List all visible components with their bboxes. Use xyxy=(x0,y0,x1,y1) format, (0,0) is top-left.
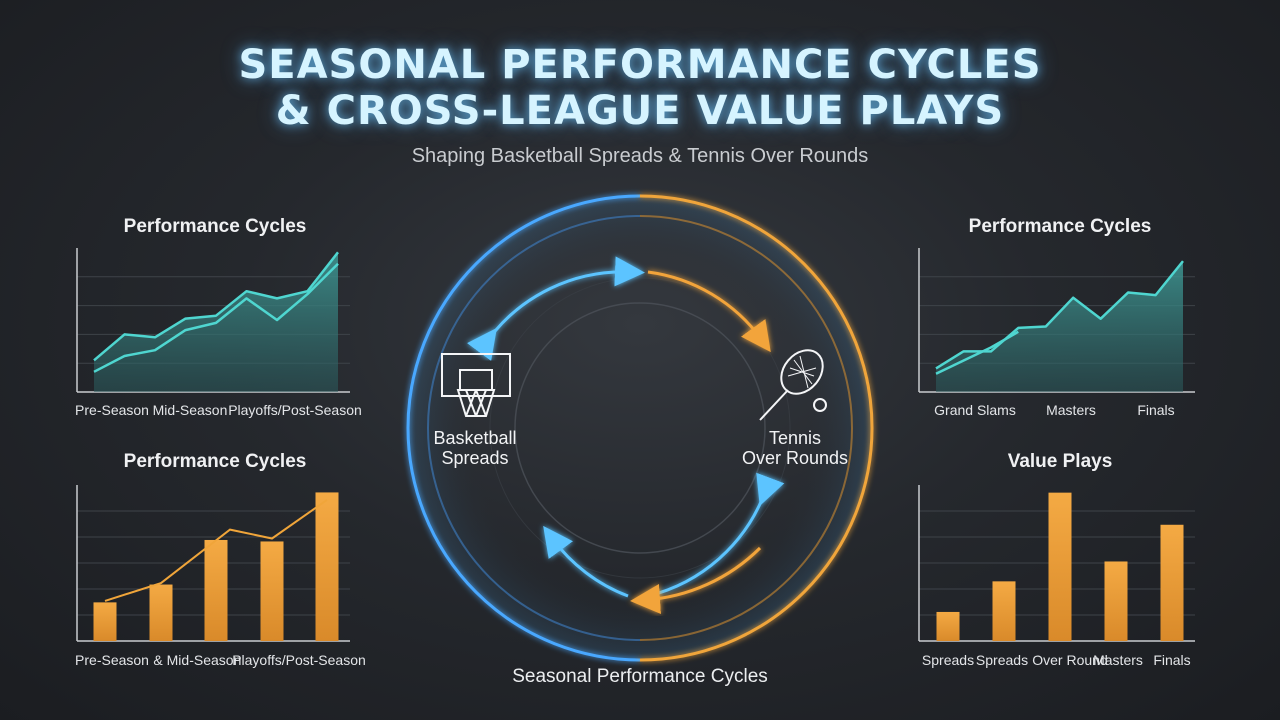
cycle-arrow-bottom-right xyxy=(647,472,785,598)
cycle-diagram xyxy=(406,194,874,662)
x-tick-label: Spreads xyxy=(921,652,975,668)
basketball-label-line2: Spreads xyxy=(441,448,509,468)
bar xyxy=(260,541,284,641)
x-tick-label: Finals xyxy=(1153,652,1191,668)
x-tick-label: Finals xyxy=(1137,402,1175,418)
chart-title-top-left: Performance Cycles xyxy=(123,216,307,237)
tennis-label-line2: Over Rounds xyxy=(741,448,849,468)
middle-ring-right xyxy=(639,215,853,641)
trend-line xyxy=(104,499,328,602)
bar xyxy=(315,492,339,641)
x-tick-label: Grand Slams xyxy=(934,402,1016,418)
x-tick-label: Spreads xyxy=(975,652,1029,668)
x-tick-label: Mid-Season xyxy=(152,402,228,418)
basketball-hoop-icon xyxy=(441,353,511,417)
cycle-arrow-top-right xyxy=(647,270,771,353)
basketball-spreads-label: Basketball Spreads xyxy=(400,428,550,468)
series-line xyxy=(935,330,1019,375)
x-tick-label: Mid-Season xyxy=(166,652,242,668)
page-title-line-2: & CROSS-LEAGUE VALUE PLAYS xyxy=(275,88,1005,134)
tennis-label-line1: Tennis xyxy=(768,428,822,448)
chart-title-bottom-right: Value Plays xyxy=(1007,451,1113,472)
series-line xyxy=(935,260,1184,370)
x-tick-label: Masters xyxy=(1093,652,1143,668)
bar xyxy=(936,611,960,641)
outer-ring-right xyxy=(639,194,874,662)
middle-ring-left xyxy=(427,215,641,641)
tennis-over-rounds-label: Tennis Over Rounds xyxy=(720,428,870,468)
outer-ring-left xyxy=(406,194,641,662)
basketball-label-line1: Basketball xyxy=(433,428,517,448)
chart-title-bottom-left: Performance Cycles xyxy=(123,451,307,472)
tennis-racket-icon xyxy=(759,349,827,421)
x-tick-label: & xyxy=(153,652,163,668)
page-title-line-1: SEASONAL PERFORMANCE CYCLES xyxy=(238,42,1042,88)
cycle-arrow-bottom-orange xyxy=(630,546,762,614)
x-tick-label: Playoffs/Post-Season xyxy=(232,652,366,668)
bar xyxy=(204,539,228,641)
series-line xyxy=(93,262,339,373)
x-tick-label: Playoffs/Post-Season xyxy=(228,402,362,418)
cycle-arrow-bottom-left xyxy=(543,525,629,598)
page-subtitle: Shaping Basketball Spreads & Tennis Over… xyxy=(411,145,869,167)
cycle-arrow-top-left xyxy=(467,256,645,361)
bar xyxy=(1160,524,1184,641)
x-tick-label: Pre-Season xyxy=(75,652,149,668)
bar xyxy=(1048,492,1072,641)
x-tick-label: Over Round xyxy=(1032,652,1108,668)
cycle-caption: Seasonal Performance Cycles xyxy=(512,666,768,687)
bar xyxy=(992,581,1016,641)
bar xyxy=(149,584,173,641)
bar xyxy=(1104,561,1128,641)
series-line xyxy=(93,251,339,362)
x-tick-label: Masters xyxy=(1046,402,1096,418)
x-tick-label: Pre-Season xyxy=(75,402,149,418)
chart-title-top-right: Performance Cycles xyxy=(968,216,1152,237)
bar xyxy=(93,602,117,641)
area-fill xyxy=(936,261,1183,392)
